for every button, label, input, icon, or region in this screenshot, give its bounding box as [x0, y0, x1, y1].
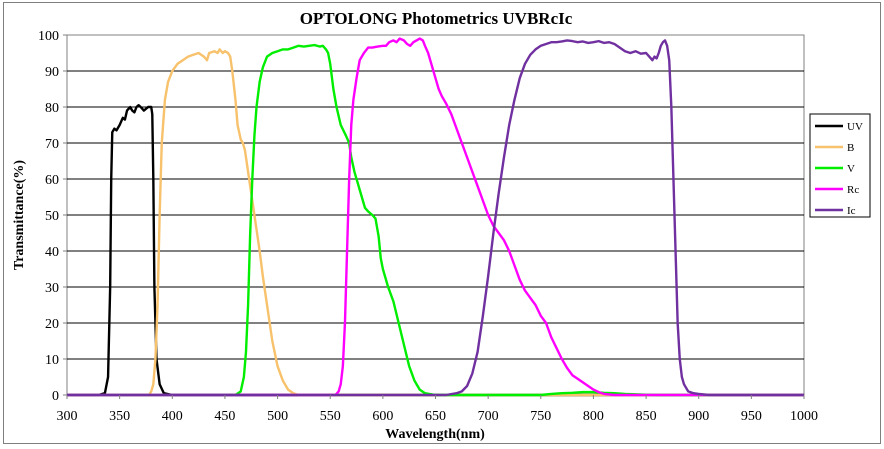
x-tick-label: 400	[162, 409, 183, 424]
y-tick-label: 20	[45, 317, 59, 332]
x-tick-label: 750	[530, 409, 551, 424]
y-axis-title: Transmittance(%)	[12, 160, 27, 270]
y-tick-label: 100	[38, 29, 59, 44]
legend-label-rc: Rc	[847, 184, 859, 196]
series-line-b	[67, 48, 804, 397]
legend-box	[809, 113, 871, 218]
x-tick-label: 650	[425, 409, 446, 424]
x-tick-labels: 300 350 400 450 500 550 600 650 700 750 800 850 900 9…	[57, 395, 818, 424]
legend-label-b: B	[847, 142, 854, 154]
y-tick-label: 60	[45, 173, 59, 188]
y-tick-label: 80	[45, 101, 59, 116]
x-tick-label: 450	[214, 409, 235, 424]
x-tick-label: 700	[478, 409, 499, 424]
x-tick-label: 300	[57, 409, 78, 424]
y-tick-label: 50	[45, 209, 59, 224]
legend-label-v: V	[847, 163, 855, 175]
x-tick-label: 500	[267, 409, 288, 424]
x-tick-label: 350	[109, 409, 130, 424]
x-tick-label: 850	[636, 409, 657, 424]
x-tick-label: 800	[583, 409, 604, 424]
chart-title: OPTOLONG Photometrics UVBRcIc	[300, 9, 573, 28]
series-line-uv	[67, 104, 804, 397]
series-line-v	[67, 43, 804, 397]
x-tick-label: 900	[688, 409, 709, 424]
series-lines	[67, 37, 804, 397]
series-line-rc	[67, 37, 804, 397]
x-tick-label: 1000	[790, 409, 818, 424]
legend-label-uv: UV	[847, 121, 863, 133]
y-tick-label: 30	[45, 281, 59, 296]
y-tick-labels: 0 10 20 30 40 50 60 70 80 90 100	[38, 29, 67, 404]
y-tick-label: 70	[45, 137, 59, 152]
legend: UV BV Rc Ic	[809, 113, 871, 218]
x-tick-label: 600	[372, 409, 393, 424]
legend-label-ic: Ic	[847, 205, 856, 217]
y-tick-label: 40	[45, 245, 59, 260]
y-tick-label: 90	[45, 65, 59, 80]
y-tick-label: 10	[45, 353, 59, 368]
gridlines	[67, 70, 804, 360]
series-line-ic	[67, 39, 804, 397]
x-tick-label: 550	[320, 409, 341, 424]
x-tick-label: 950	[741, 409, 762, 424]
y-tick-label: 0	[52, 389, 59, 404]
x-axis-title: Wavelength(nm)	[385, 427, 485, 442]
